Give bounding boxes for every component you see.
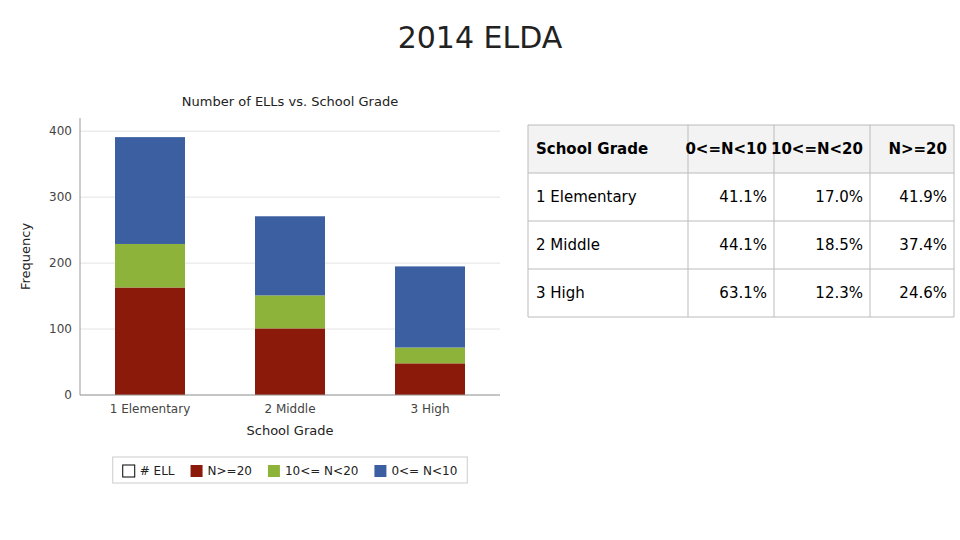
bar [255, 295, 325, 328]
table-cell: 18.5% [815, 236, 863, 254]
table-rule [870, 125, 871, 317]
table-cell: 37.4% [899, 236, 947, 254]
bar [115, 244, 185, 288]
table: School Grade 0<=N<1010<=N<20 N>=20 1 Elemen… [528, 125, 954, 317]
table-header: 10<=N<20 [771, 140, 863, 158]
x-tick-label: 2 Middle [264, 402, 315, 416]
grid-line [80, 131, 500, 132]
legend-label: N>=20 [208, 464, 252, 478]
bars [115, 137, 465, 395]
legend-swatch [191, 465, 203, 477]
table-cell: 17.0% [815, 188, 863, 206]
legend-swatch [374, 465, 386, 477]
table-rule [528, 125, 954, 126]
x-tick-label: 3 High [410, 402, 449, 416]
bar [395, 266, 465, 347]
table-cell: 63.1% [719, 284, 767, 302]
table-cell: 12.3% [815, 284, 863, 302]
legend-label: 0<= N<10 [391, 464, 457, 478]
table-row-label: 2 Middle [536, 236, 600, 254]
bar [255, 216, 325, 295]
legend-swatch [123, 465, 135, 477]
legend-frame [113, 457, 468, 483]
y-tick-label: 300 [49, 190, 72, 204]
table-row-label: 3 High [536, 284, 585, 302]
table-rule [954, 125, 955, 317]
bar [395, 363, 465, 395]
table-rule [528, 173, 954, 174]
y-tick-label: 200 [49, 256, 72, 270]
table-header: 0<=N<10 [685, 140, 767, 158]
legend-label: 10<= N<20 [285, 464, 359, 478]
x-axis-line [80, 395, 500, 396]
x-tick-label: 1 Elementary [110, 402, 191, 416]
x-axis-label: School Grade [247, 423, 334, 438]
chart-root: 2014 ELDA Number of ELLs vs. School Grade… [0, 0, 960, 540]
y-axis-line [80, 118, 81, 395]
bar [395, 348, 465, 364]
grid-line [80, 395, 500, 396]
table-rule [528, 269, 954, 270]
bar [115, 287, 185, 395]
table-header: School Grade [536, 140, 648, 158]
y-tick-label: 0 [64, 388, 72, 402]
table-header-bg [528, 125, 954, 173]
legend: # ELL N>=20 10<= N<20 0<= N<10 [113, 457, 468, 483]
table-rule [528, 221, 954, 222]
table-cell: 24.6% [899, 284, 947, 302]
bar-chart: Number of ELLs vs. School Grade 0 100 200 30… [18, 94, 500, 483]
legend-swatch [268, 465, 280, 477]
y-tick-label: 100 [49, 322, 72, 336]
table-header: N>=20 [888, 140, 947, 158]
legend-title: # ELL [140, 464, 175, 478]
table-rule [528, 125, 529, 317]
y-tick-label: 400 [49, 124, 72, 138]
table-row-label: 1 Elementary [536, 188, 637, 206]
page-title: 2014 ELDA [398, 20, 563, 55]
chart-title: Number of ELLs vs. School Grade [182, 94, 398, 109]
table-cell: 41.1% [719, 188, 767, 206]
table-cell: 44.1% [719, 236, 767, 254]
table-rule [528, 317, 954, 318]
bar [115, 137, 185, 244]
table-cell: 41.9% [899, 188, 947, 206]
bar [255, 328, 325, 395]
y-axis-label: Frequency [18, 223, 33, 290]
